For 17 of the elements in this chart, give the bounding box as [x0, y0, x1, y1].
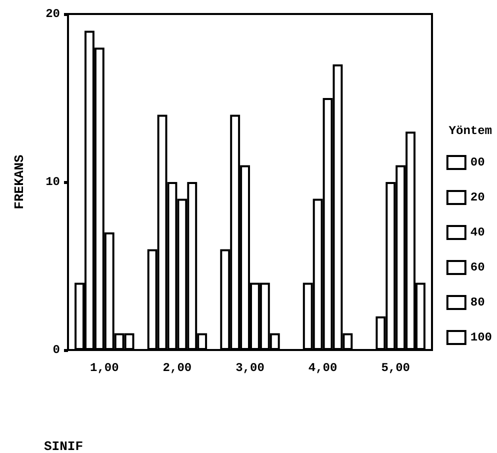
legend-label: 40 — [470, 226, 485, 240]
x-axis-title: SINIF — [44, 439, 84, 453]
y-tick-label: 0 — [52, 343, 60, 357]
x-tick-label: 2,00 — [162, 361, 192, 375]
x-tick-label: 1,00 — [90, 361, 119, 375]
legend-label: 100 — [470, 330, 492, 344]
legend-label: 80 — [470, 296, 485, 310]
legend-label: 20 — [470, 190, 485, 204]
y-tick-label: 20 — [46, 7, 60, 21]
x-tick-label: 3,00 — [236, 361, 264, 375]
y-axis-title: FREKANS — [12, 154, 27, 210]
legend-label: 60 — [470, 260, 485, 274]
x-tick-label: 4,00 — [308, 361, 338, 375]
legend-label: 00 — [470, 156, 485, 170]
x-tick-label: 5,00 — [381, 361, 410, 375]
legend-title: Yöntem — [448, 124, 492, 138]
y-tick-label: 10 — [46, 175, 60, 189]
